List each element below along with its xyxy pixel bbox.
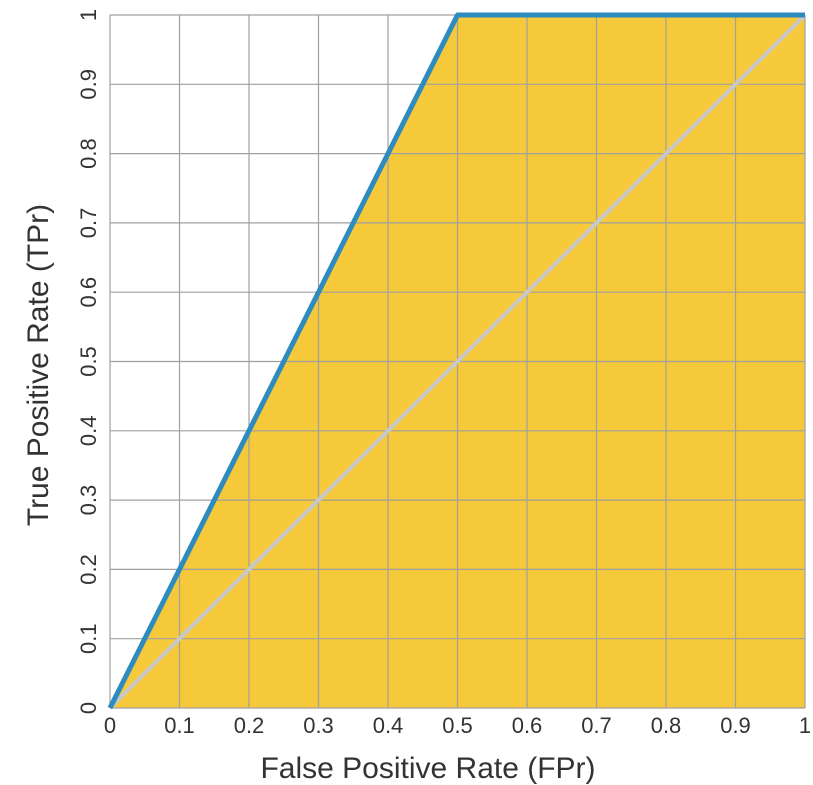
x-tick-label: 0.7 <box>581 713 612 738</box>
y-tick-label: 0.7 <box>76 208 101 239</box>
y-tick-label: 0.6 <box>76 277 101 308</box>
roc-curve <box>107 12 805 710</box>
x-tick-label: 0.1 <box>164 713 195 738</box>
x-tick-label: 0 <box>104 713 116 738</box>
diagonal-line <box>108 13 807 710</box>
x-tick-label: 0.2 <box>234 713 265 738</box>
y-tick-label: 0.2 <box>76 554 101 585</box>
x-tick-label: 0.9 <box>720 713 751 738</box>
y-tick-label: 0.3 <box>76 485 101 516</box>
y-tick-label: 0.9 <box>76 69 101 100</box>
y-tick-label: 0 <box>76 702 101 714</box>
x-tick-label: 0.4 <box>373 713 404 738</box>
x-axis-label: False Positive Rate (FPr) <box>260 752 595 785</box>
x-tick-label: 1 <box>799 713 811 738</box>
y-tick-label: 0.1 <box>76 623 101 654</box>
y-tick-label: 0.5 <box>76 346 101 377</box>
x-tick-label: 0.5 <box>442 713 473 738</box>
y-tick-label: 0.8 <box>76 138 101 169</box>
y-axis-label: True Positive Rate (TPr) <box>22 204 55 526</box>
tick-labels: 0 0.1 0.2 0.3 0.4 0.5 0.6 0.7 0.8 0.9 1 0 0.1 0.2 0.3 0… <box>76 9 811 738</box>
x-tick-label: 0.3 <box>303 713 334 738</box>
y-tick-label: 1 <box>76 9 101 21</box>
y-tick-label: 0.4 <box>76 416 101 447</box>
x-tick-label: 0.8 <box>651 713 682 738</box>
x-tick-label: 0.6 <box>512 713 543 738</box>
line-layer <box>107 12 807 710</box>
